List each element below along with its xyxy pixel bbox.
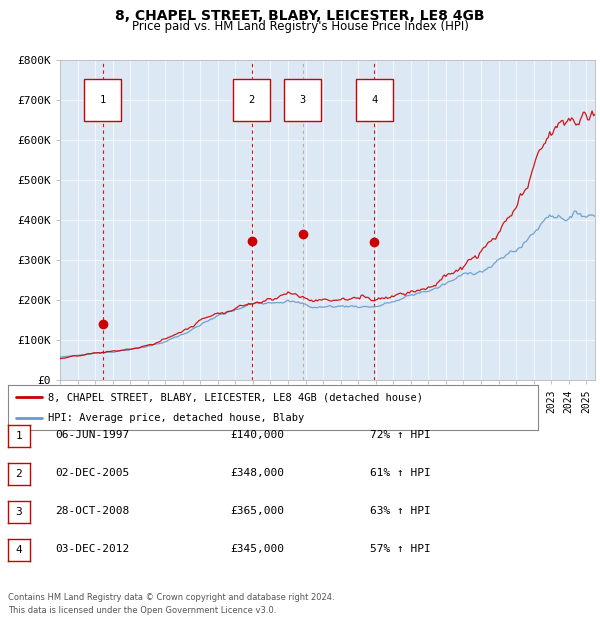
Text: 06-JUN-1997: 06-JUN-1997 [55, 430, 129, 440]
Text: £140,000: £140,000 [230, 430, 284, 440]
Text: £348,000: £348,000 [230, 468, 284, 478]
Text: 3: 3 [299, 95, 306, 105]
Text: 61% ↑ HPI: 61% ↑ HPI [370, 468, 431, 478]
Text: 3: 3 [16, 507, 22, 517]
Text: 2: 2 [16, 469, 22, 479]
Text: 57% ↑ HPI: 57% ↑ HPI [370, 544, 431, 554]
Text: 63% ↑ HPI: 63% ↑ HPI [370, 506, 431, 516]
Text: 8, CHAPEL STREET, BLABY, LEICESTER, LE8 4GB (detached house): 8, CHAPEL STREET, BLABY, LEICESTER, LE8 … [48, 392, 423, 402]
Text: HPI: Average price, detached house, Blaby: HPI: Average price, detached house, Blab… [48, 413, 304, 423]
Text: 4: 4 [16, 545, 22, 555]
Text: This data is licensed under the Open Government Licence v3.0.: This data is licensed under the Open Gov… [8, 606, 277, 615]
Text: £345,000: £345,000 [230, 544, 284, 554]
Text: 28-OCT-2008: 28-OCT-2008 [55, 506, 129, 516]
Text: 8, CHAPEL STREET, BLABY, LEICESTER, LE8 4GB: 8, CHAPEL STREET, BLABY, LEICESTER, LE8 … [115, 9, 485, 24]
Text: Price paid vs. HM Land Registry's House Price Index (HPI): Price paid vs. HM Land Registry's House … [131, 20, 469, 33]
Text: 72% ↑ HPI: 72% ↑ HPI [370, 430, 431, 440]
Text: Contains HM Land Registry data © Crown copyright and database right 2024.: Contains HM Land Registry data © Crown c… [8, 593, 335, 602]
Text: 2: 2 [248, 95, 254, 105]
Text: 02-DEC-2005: 02-DEC-2005 [55, 468, 129, 478]
Text: 1: 1 [16, 431, 22, 441]
Text: 03-DEC-2012: 03-DEC-2012 [55, 544, 129, 554]
Text: £365,000: £365,000 [230, 506, 284, 516]
Text: 4: 4 [371, 95, 377, 105]
Text: 1: 1 [100, 95, 106, 105]
